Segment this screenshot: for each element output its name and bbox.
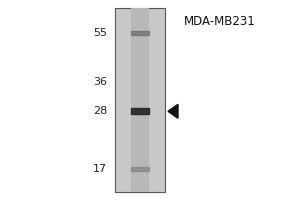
Text: 28: 28	[93, 106, 107, 116]
Text: MDA-MB231: MDA-MB231	[184, 15, 256, 28]
Bar	[131, 8, 149, 192]
Text: 17: 17	[93, 164, 107, 174]
Text: 36: 36	[93, 77, 107, 87]
Bar	[115, 8, 165, 192]
Text: 55: 55	[93, 28, 107, 38]
Polygon shape	[168, 104, 178, 118]
